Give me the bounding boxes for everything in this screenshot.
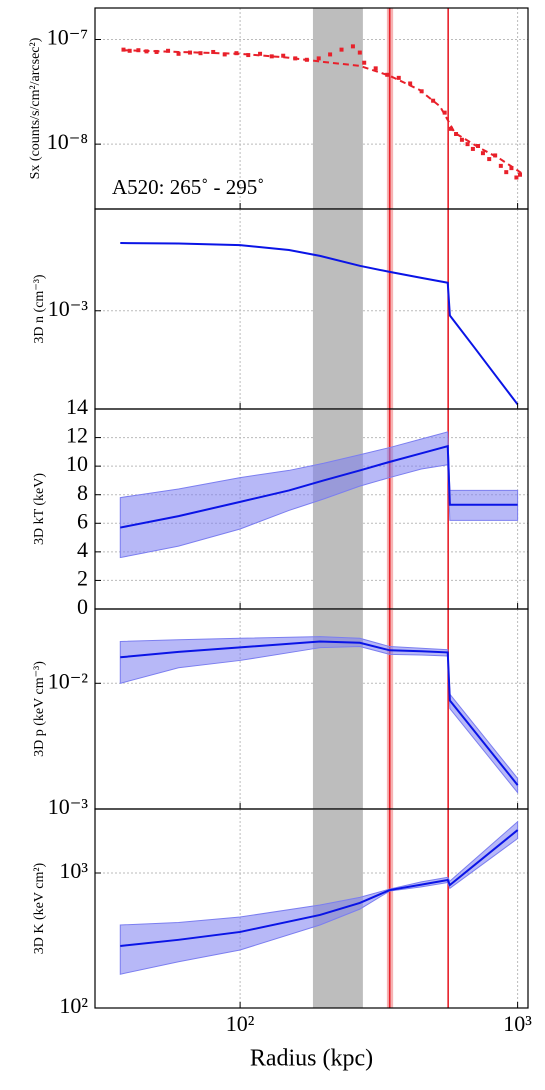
data-point bbox=[454, 132, 459, 137]
shaded-region bbox=[312, 209, 363, 409]
y-tick-label: 0 bbox=[77, 594, 88, 619]
data-point bbox=[518, 172, 523, 177]
y-tick-label: 10 bbox=[66, 451, 88, 476]
data-point bbox=[357, 50, 362, 55]
profile-line bbox=[120, 829, 519, 947]
model-line bbox=[123, 49, 522, 174]
y-tick-label: 10⁻² bbox=[48, 668, 89, 693]
y-tick-label: 10⁻⁸ bbox=[47, 129, 88, 154]
profile-line bbox=[120, 444, 518, 529]
data-point bbox=[509, 166, 514, 171]
y-tick-label: 10³ bbox=[59, 858, 88, 883]
error-band bbox=[119, 636, 519, 795]
data-point bbox=[480, 151, 485, 156]
y-tick-label: 4 bbox=[77, 537, 88, 562]
data-point bbox=[176, 51, 181, 56]
data-point bbox=[316, 56, 321, 61]
shaded-region bbox=[312, 8, 363, 209]
x-tick-label: 10² bbox=[226, 1011, 255, 1036]
data-point bbox=[328, 52, 333, 57]
data-point bbox=[396, 75, 401, 80]
panel-frame bbox=[94, 208, 529, 410]
data-point bbox=[448, 126, 453, 131]
data-point bbox=[127, 48, 132, 53]
data-point bbox=[504, 170, 509, 175]
y-axis-label: 3D p (keV cm⁻³) bbox=[32, 661, 47, 757]
data-point bbox=[514, 175, 519, 180]
panel bbox=[95, 8, 528, 209]
y-tick-label: 10⁻⁷ bbox=[47, 25, 88, 50]
y-tick-label: 10² bbox=[59, 993, 88, 1018]
x-axis-label: Radius (kpc) bbox=[250, 1046, 373, 1072]
data-point bbox=[339, 47, 344, 52]
data-point bbox=[121, 47, 126, 52]
data-point bbox=[470, 146, 475, 151]
data-point bbox=[459, 137, 464, 142]
y-axis-label: 3D kT (keV) bbox=[32, 473, 47, 545]
error-band bbox=[119, 431, 519, 559]
profile-line bbox=[120, 242, 519, 406]
panel bbox=[95, 209, 528, 409]
shaded-region bbox=[312, 409, 363, 609]
data-point bbox=[198, 51, 203, 56]
y-tick-label: 14 bbox=[66, 394, 88, 419]
profile-line bbox=[120, 640, 519, 786]
x-tick-label: 10³ bbox=[503, 1011, 532, 1036]
y-tick-label: 6 bbox=[77, 508, 88, 533]
y-tick-label: 10⁻³ bbox=[48, 296, 89, 321]
data-point bbox=[281, 53, 286, 58]
annotation: A520: 265˚ - 295˚ bbox=[112, 175, 264, 199]
y-tick-label: 12 bbox=[66, 423, 88, 448]
y-tick-label: 8 bbox=[77, 480, 88, 505]
data-point bbox=[498, 163, 503, 168]
data-point bbox=[188, 50, 193, 55]
y-axis-label: 3D K (keV cm²) bbox=[32, 862, 47, 954]
data-point bbox=[487, 157, 492, 162]
panel bbox=[95, 809, 528, 1008]
panel bbox=[95, 409, 528, 609]
data-point bbox=[373, 66, 378, 71]
data-point bbox=[269, 54, 274, 59]
y-tick-label: 10⁻³ bbox=[48, 794, 89, 819]
data-point bbox=[211, 49, 216, 54]
data-point bbox=[465, 142, 470, 147]
data-point bbox=[408, 81, 413, 86]
panel bbox=[95, 609, 528, 809]
y-axis-label: Sx (counts/s/cm²/arcsec²) bbox=[28, 37, 43, 179]
y-axis-label: 3D n (cm⁻³) bbox=[32, 274, 47, 343]
data-point bbox=[258, 51, 263, 56]
y-tick-label: 2 bbox=[77, 565, 88, 590]
panel-frame bbox=[94, 808, 529, 1009]
data-point bbox=[431, 98, 436, 103]
error-band bbox=[119, 820, 519, 975]
data-point bbox=[362, 60, 367, 65]
data-point bbox=[222, 52, 227, 57]
data-point bbox=[350, 44, 355, 49]
